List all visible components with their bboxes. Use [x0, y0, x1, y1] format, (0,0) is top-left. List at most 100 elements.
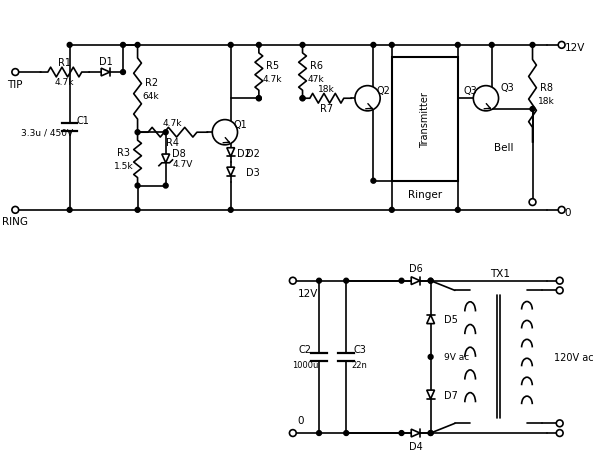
- Polygon shape: [101, 69, 110, 77]
- Circle shape: [530, 107, 535, 112]
- Text: D4: D4: [409, 441, 423, 451]
- Circle shape: [317, 431, 322, 436]
- Circle shape: [556, 288, 563, 294]
- Circle shape: [163, 130, 168, 135]
- Text: 1000u: 1000u: [292, 360, 319, 369]
- Text: 22n: 22n: [352, 360, 368, 369]
- Text: Q1: Q1: [233, 120, 247, 130]
- Polygon shape: [411, 429, 420, 437]
- Circle shape: [371, 43, 376, 48]
- Polygon shape: [162, 155, 170, 163]
- Text: R1: R1: [58, 58, 71, 68]
- Circle shape: [455, 208, 460, 213]
- Circle shape: [399, 431, 404, 436]
- Text: R4: R4: [166, 138, 179, 148]
- Circle shape: [121, 43, 125, 48]
- Circle shape: [212, 120, 238, 146]
- Text: 12V: 12V: [298, 288, 318, 298]
- Circle shape: [389, 43, 394, 48]
- Circle shape: [473, 87, 499, 112]
- Text: R5: R5: [266, 60, 279, 70]
- Text: Bell: Bell: [494, 142, 513, 152]
- Polygon shape: [227, 149, 235, 157]
- Circle shape: [135, 43, 140, 48]
- Text: C1: C1: [77, 115, 89, 125]
- Circle shape: [163, 184, 168, 188]
- Circle shape: [67, 43, 72, 48]
- Text: 18k: 18k: [538, 97, 554, 106]
- Text: D6: D6: [409, 264, 423, 274]
- Text: 4.7V: 4.7V: [173, 160, 193, 169]
- Text: R2: R2: [145, 78, 158, 88]
- Text: 64k: 64k: [143, 92, 160, 100]
- Text: TX1: TX1: [490, 268, 511, 278]
- Text: 4.7k: 4.7k: [263, 75, 282, 84]
- Circle shape: [490, 43, 494, 48]
- Circle shape: [428, 431, 433, 436]
- Circle shape: [121, 70, 125, 75]
- Text: D8: D8: [172, 149, 186, 159]
- Circle shape: [529, 199, 536, 206]
- Circle shape: [228, 208, 233, 213]
- Circle shape: [399, 278, 404, 284]
- Text: 4.7k: 4.7k: [55, 78, 74, 87]
- Text: Q3: Q3: [500, 82, 514, 92]
- Polygon shape: [411, 277, 420, 285]
- Text: 0: 0: [298, 416, 304, 426]
- Circle shape: [428, 355, 433, 359]
- Circle shape: [256, 97, 261, 101]
- Polygon shape: [427, 315, 434, 324]
- Circle shape: [228, 43, 233, 48]
- Text: Ringer: Ringer: [408, 190, 442, 200]
- Circle shape: [389, 208, 394, 213]
- Text: TIP: TIP: [8, 79, 23, 89]
- Text: D2: D2: [238, 149, 251, 158]
- Circle shape: [289, 430, 296, 436]
- Text: C2: C2: [299, 344, 312, 354]
- Circle shape: [530, 43, 535, 48]
- Text: R3: R3: [118, 148, 130, 158]
- Text: 3.3u / 450V: 3.3u / 450V: [21, 129, 73, 138]
- Circle shape: [344, 431, 349, 436]
- Text: 12V: 12V: [565, 43, 585, 53]
- Text: 4.7k: 4.7k: [163, 119, 182, 128]
- Circle shape: [12, 207, 19, 214]
- Circle shape: [317, 278, 322, 284]
- Text: R7: R7: [320, 104, 334, 114]
- Text: 47k: 47k: [308, 75, 325, 84]
- Circle shape: [300, 97, 305, 101]
- Circle shape: [558, 207, 565, 214]
- Circle shape: [289, 278, 296, 285]
- Text: Transmitter: Transmitter: [420, 91, 430, 147]
- Circle shape: [455, 43, 460, 48]
- Polygon shape: [227, 168, 235, 177]
- Circle shape: [135, 130, 140, 135]
- Text: 0: 0: [565, 208, 571, 218]
- Circle shape: [428, 278, 433, 284]
- Circle shape: [558, 42, 565, 49]
- Circle shape: [256, 97, 261, 101]
- Circle shape: [135, 208, 140, 213]
- Text: D7: D7: [444, 390, 458, 400]
- Text: 9V ac: 9V ac: [444, 353, 469, 362]
- Text: D2: D2: [246, 149, 260, 158]
- Text: 1.5k: 1.5k: [114, 162, 134, 171]
- Text: R6: R6: [310, 60, 323, 70]
- Text: D5: D5: [444, 314, 458, 324]
- Text: 18k: 18k: [319, 85, 335, 94]
- Text: Q2: Q2: [376, 86, 390, 96]
- Text: D3: D3: [246, 168, 260, 178]
- Circle shape: [355, 87, 380, 112]
- Circle shape: [344, 278, 349, 284]
- Text: C3: C3: [353, 344, 366, 354]
- Circle shape: [12, 69, 19, 76]
- Text: Q3: Q3: [464, 86, 477, 96]
- Text: RING: RING: [2, 217, 28, 227]
- Text: R8: R8: [539, 82, 553, 92]
- Circle shape: [428, 278, 433, 284]
- Circle shape: [135, 184, 140, 188]
- Text: D1: D1: [99, 57, 113, 67]
- Circle shape: [300, 43, 305, 48]
- Polygon shape: [427, 390, 434, 399]
- Circle shape: [371, 179, 376, 184]
